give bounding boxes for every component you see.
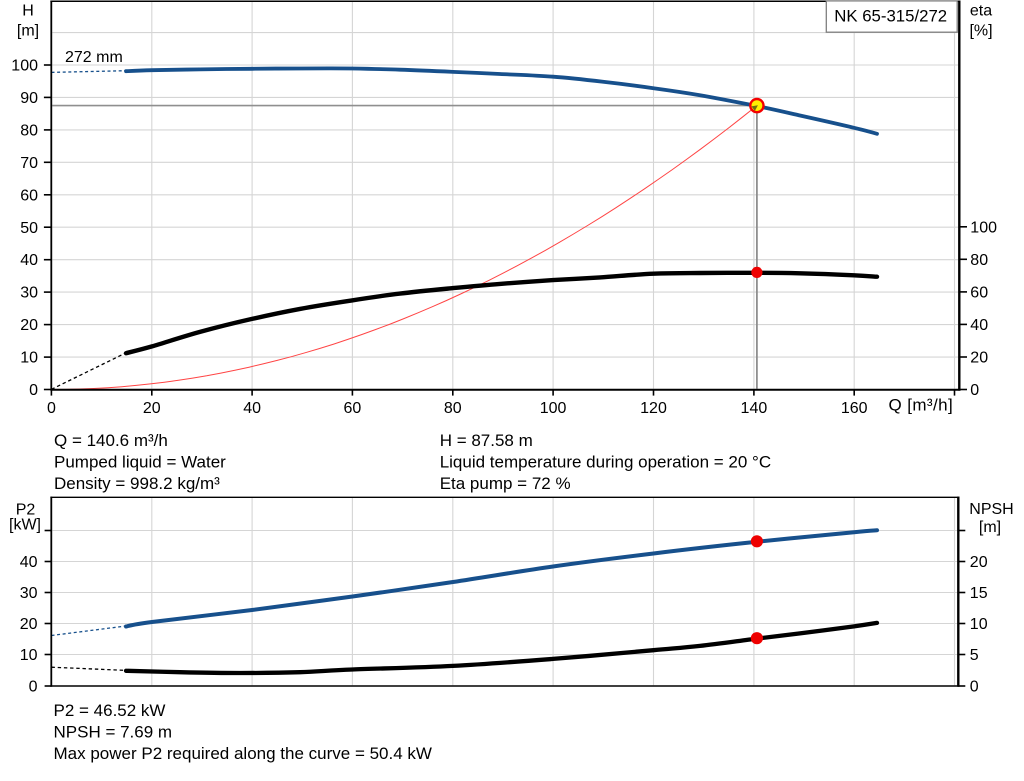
svg-text:5: 5 — [970, 647, 979, 664]
svg-text:20: 20 — [20, 317, 38, 334]
svg-text:140: 140 — [741, 400, 768, 417]
svg-text:50: 50 — [20, 220, 38, 237]
svg-text:0: 0 — [29, 382, 38, 399]
svg-text:10: 10 — [20, 350, 38, 367]
svg-text:NPSH = 7.69 m: NPSH = 7.69 m — [54, 723, 173, 742]
svg-text:P2 = 46.52 kW: P2 = 46.52 kW — [54, 701, 166, 720]
svg-text:[m]: [m] — [979, 519, 1001, 536]
svg-text:40: 40 — [970, 317, 988, 334]
svg-text:0: 0 — [29, 679, 38, 696]
svg-text:30: 30 — [20, 285, 38, 302]
svg-text:0: 0 — [970, 679, 979, 696]
svg-text:0: 0 — [970, 382, 979, 399]
svg-text:80: 80 — [20, 122, 38, 139]
svg-text:272 mm: 272 mm — [65, 49, 123, 66]
svg-text:100: 100 — [11, 58, 38, 75]
svg-text:15: 15 — [970, 585, 988, 602]
svg-text:Density = 998.2 kg/m³: Density = 998.2 kg/m³ — [54, 474, 220, 493]
svg-text:H = 87.58 m: H = 87.58 m — [440, 431, 533, 450]
svg-text:90: 90 — [20, 90, 38, 107]
svg-text:[kW]: [kW] — [9, 517, 41, 534]
svg-text:120: 120 — [640, 400, 667, 417]
svg-text:20: 20 — [143, 400, 161, 417]
svg-text:10: 10 — [970, 616, 988, 633]
svg-text:40: 40 — [20, 554, 38, 571]
svg-text:100: 100 — [970, 219, 997, 236]
svg-text:100: 100 — [540, 400, 567, 417]
svg-text:NPSH: NPSH — [969, 501, 1013, 518]
svg-text:80: 80 — [444, 400, 462, 417]
svg-text:[m]: [m] — [17, 23, 39, 40]
svg-text:NK 65-315/272: NK 65-315/272 — [834, 6, 947, 25]
svg-text:0: 0 — [47, 400, 56, 417]
svg-text:P2: P2 — [16, 502, 36, 519]
svg-text:10: 10 — [20, 647, 38, 664]
svg-text:Pumped liquid = Water: Pumped liquid = Water — [54, 453, 226, 472]
svg-text:80: 80 — [970, 252, 988, 269]
svg-text:160: 160 — [841, 400, 868, 417]
svg-text:20: 20 — [970, 554, 988, 571]
svg-text:Liquid temperature during oper: Liquid temperature during operation = 20… — [440, 453, 771, 472]
svg-text:20: 20 — [970, 350, 988, 367]
svg-text:60: 60 — [20, 187, 38, 204]
svg-text:Eta pump = 72 %: Eta pump = 72 % — [440, 474, 571, 493]
svg-text:40: 40 — [20, 252, 38, 269]
svg-text:70: 70 — [20, 155, 38, 172]
svg-text:Q [m³/h]: Q [m³/h] — [889, 396, 954, 415]
svg-text:Max power P2 required along th: Max power P2 required along the curve = … — [54, 744, 432, 763]
svg-text:20: 20 — [20, 616, 38, 633]
svg-text:60: 60 — [344, 400, 362, 417]
svg-text:60: 60 — [970, 284, 988, 301]
svg-text:[%]: [%] — [969, 23, 992, 40]
svg-text:30: 30 — [20, 585, 38, 602]
svg-text:eta: eta — [970, 2, 992, 19]
svg-text:Q = 140.6 m³/h: Q = 140.6 m³/h — [54, 431, 168, 450]
svg-text:40: 40 — [243, 400, 261, 417]
svg-text:H: H — [22, 3, 34, 20]
